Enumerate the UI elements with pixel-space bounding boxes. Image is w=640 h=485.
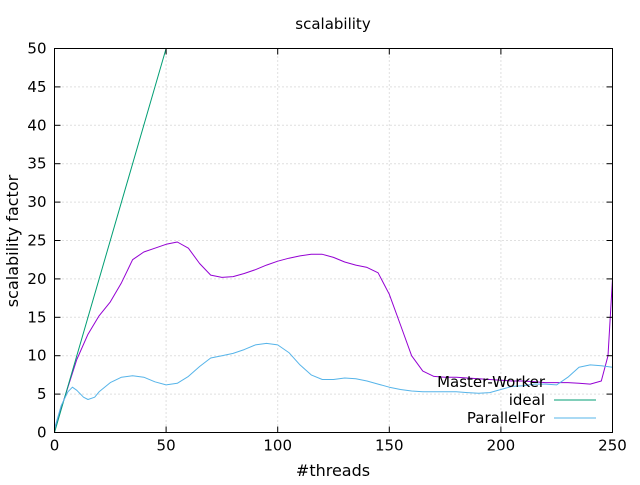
y-tick-label: 15 bbox=[27, 308, 46, 326]
y-tick-label: 30 bbox=[27, 193, 46, 211]
x-axis-title: #threads bbox=[296, 461, 370, 480]
y-tick-label: 5 bbox=[37, 385, 47, 403]
series-line-ideal bbox=[54, 48, 167, 433]
y-axis-title: scalability factor bbox=[3, 174, 22, 307]
series-line-parallelfor bbox=[54, 342, 613, 429]
y-tick-label: 10 bbox=[27, 347, 46, 365]
axes: 0 50 100 150 200 250 0 5 10 15 20 25 30 35 40 45 50 bbox=[27, 40, 626, 455]
x-tick-label: 0 bbox=[50, 437, 60, 455]
legend-label-parallelfor: ParallelFor bbox=[467, 409, 546, 427]
legend-label-master-worker: Master-Worker bbox=[437, 373, 546, 391]
y-tick-label: 20 bbox=[27, 270, 46, 288]
y-tick-label: 50 bbox=[27, 40, 46, 58]
x-tick-label: 50 bbox=[157, 437, 176, 455]
x-tick-label: 100 bbox=[263, 437, 292, 455]
series-line-master-worker bbox=[54, 241, 613, 429]
y-tick-label: 45 bbox=[27, 78, 46, 96]
x-tick-label: 200 bbox=[487, 437, 516, 455]
series-layer bbox=[54, 48, 613, 433]
chart-title: scalability bbox=[295, 15, 371, 33]
y-tick-label: 0 bbox=[37, 424, 47, 442]
y-tick-label: 35 bbox=[27, 155, 46, 173]
x-tick-label: 250 bbox=[598, 437, 627, 455]
grid bbox=[54, 48, 613, 433]
y-tick-label: 40 bbox=[27, 116, 46, 134]
legend-label-ideal: ideal bbox=[509, 391, 545, 409]
x-tick-label: 150 bbox=[375, 437, 404, 455]
y-tick-label: 25 bbox=[27, 232, 46, 250]
